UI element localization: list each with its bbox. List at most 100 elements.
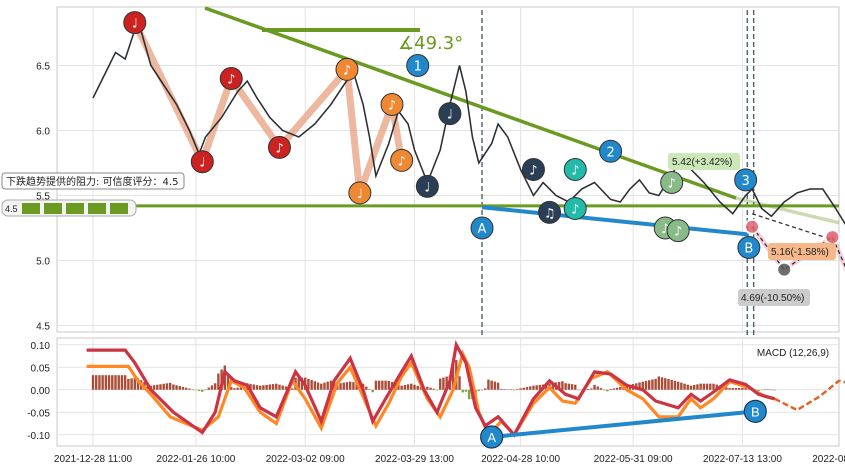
macd-histogram-bar xyxy=(339,383,342,390)
pattern-marker-glyph: ♪ xyxy=(529,164,537,179)
macd-panel-frame xyxy=(56,337,840,447)
macd-histogram-bar xyxy=(709,383,712,390)
macd-y-tick-label: 0.05 xyxy=(31,363,51,374)
macd-histogram-bar xyxy=(162,383,165,390)
macd-histogram-bar xyxy=(371,389,374,393)
macd-histogram-bar xyxy=(577,389,580,391)
macd-histogram-bar xyxy=(670,379,673,390)
macd-histogram-bar xyxy=(467,389,471,400)
macd-histogram-bar xyxy=(503,389,506,390)
macd-histogram-bar xyxy=(130,378,133,390)
pattern-marker-glyph: ♪ xyxy=(571,203,579,218)
macd-histogram-bar xyxy=(381,380,384,390)
macd-histogram-bar xyxy=(101,375,104,390)
x-tick-label: 2022-08-26 09:00 xyxy=(812,454,845,465)
macd-histogram-bar xyxy=(638,382,641,390)
macd-histogram-bar xyxy=(136,378,140,390)
pattern-marker xyxy=(438,102,462,126)
macd-histogram-bar xyxy=(435,389,439,391)
macd-histogram-bar xyxy=(647,380,651,390)
macd-histogram-bar xyxy=(525,387,529,390)
pattern-marker xyxy=(521,158,545,181)
pattern-marker xyxy=(660,171,684,194)
pattern-marker xyxy=(390,148,414,172)
pattern-marker-glyph: ♩ xyxy=(199,156,205,171)
macd-histogram-bar xyxy=(172,384,175,390)
x-tick-label: 2022-01-26 10:00 xyxy=(156,454,235,465)
macd-histogram-bar xyxy=(545,384,548,390)
macd-histogram-bar xyxy=(484,388,487,390)
macd-histogram-bar xyxy=(349,381,352,390)
macd-histogram-bar xyxy=(693,385,696,390)
score-label: 4.5 xyxy=(5,204,18,214)
macd-histogram-bar xyxy=(345,382,349,390)
macd-histogram-bar xyxy=(680,382,683,390)
macd-histogram-bar xyxy=(262,385,265,390)
pattern-marker-glyph: 3 xyxy=(742,174,750,189)
macd-histogram-bar xyxy=(387,380,390,390)
price-y-tick-label: 5.0 xyxy=(36,257,50,268)
macd-histogram-bar xyxy=(230,387,233,390)
macd-histogram-bar xyxy=(181,386,185,390)
macd-histogram-bar xyxy=(593,384,596,390)
macd-histogram-bar xyxy=(252,384,255,390)
macd-histogram-bar xyxy=(586,388,590,390)
macd-histogram-bar xyxy=(120,375,124,390)
macd-panel: 0.100.050.00-0.05-0.10 AB MACD (12,26,9) xyxy=(27,337,845,449)
macd-wave-label: A xyxy=(487,430,496,445)
x-axis: 2021-12-28 11:00 2022-01-26 10:00 2022-03-… xyxy=(54,454,845,465)
macd-histogram-bar xyxy=(477,389,480,392)
macd-histogram-bar xyxy=(159,384,162,390)
pattern-marker-glyph: 2 xyxy=(606,145,614,160)
x-tick-label: 2022-03-02 09:00 xyxy=(266,454,345,465)
macd-histogram-bar xyxy=(127,378,130,390)
macd-histogram-bar xyxy=(644,380,648,390)
macd-histogram-bar xyxy=(657,376,661,390)
macd-histogram-bar xyxy=(300,377,304,390)
downtrend-line xyxy=(204,6,737,200)
pattern-marker xyxy=(123,11,147,35)
macd-histogram-bar xyxy=(432,388,435,390)
macd-histogram-bar xyxy=(699,383,702,390)
macd-histogram-bar xyxy=(406,384,410,390)
macd-histogram-bar xyxy=(384,380,387,390)
macd-histogram-bar xyxy=(763,389,767,390)
x-tick-label: 2022-07-13 13:00 xyxy=(703,454,782,465)
pattern-marker-glyph: ♩ xyxy=(132,17,138,32)
pattern-marker-glyph: ♪ xyxy=(388,99,396,114)
pattern-marker-glyph: ♩ xyxy=(447,108,453,123)
macd-histogram-bar xyxy=(374,380,378,390)
pattern-marker-glyph: ♫ xyxy=(544,206,556,221)
macd-histogram-bar xyxy=(95,375,98,390)
macd-histogram-bar xyxy=(725,387,728,390)
macd-histogram-bar xyxy=(291,388,294,390)
x-tick-label: 2022-03-29 13:00 xyxy=(375,454,454,465)
macd-y-tick-label: 0.10 xyxy=(31,341,51,352)
pattern-marker xyxy=(335,57,359,81)
pattern-zigzag xyxy=(131,21,406,195)
macd-histogram-bar xyxy=(660,377,664,390)
macd-histogram-bar xyxy=(239,387,243,390)
macd-wave-label: B xyxy=(751,404,760,419)
pattern-marker xyxy=(563,197,587,220)
score-star xyxy=(44,203,62,214)
macd-histogram-bar xyxy=(156,384,159,390)
macd-histogram-bar xyxy=(493,381,497,390)
pattern-marker xyxy=(734,168,758,192)
macd-histogram-bar xyxy=(413,384,416,390)
macd-histogram-bar xyxy=(712,383,715,390)
pattern-marker xyxy=(415,174,439,198)
macd-histogram-bar xyxy=(323,382,326,390)
macd-histogram-bar xyxy=(606,389,609,392)
target-up-badge xyxy=(668,153,740,170)
macd-histogram-bar xyxy=(696,384,699,390)
macd-histogram-bar xyxy=(91,375,95,390)
macd-histogram-bar xyxy=(439,378,442,390)
macd-histogram-bar xyxy=(738,387,741,390)
pattern-marker-glyph: ♪ xyxy=(571,164,579,179)
macd-histogram-bar xyxy=(689,385,693,390)
macd-histogram-bar xyxy=(599,388,603,390)
macd-histogram-bar xyxy=(512,389,516,391)
pattern-marker xyxy=(666,219,690,243)
